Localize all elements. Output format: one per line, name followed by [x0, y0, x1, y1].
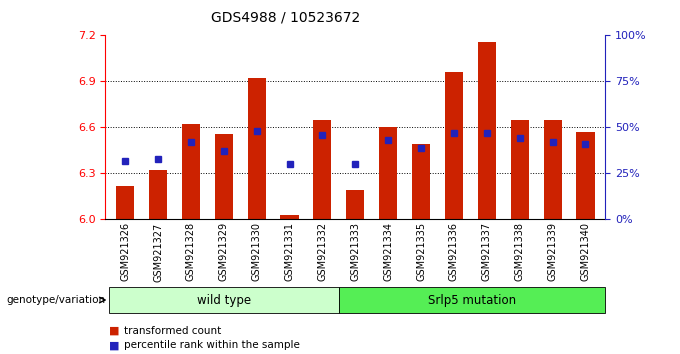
Text: GDS4988 / 10523672: GDS4988 / 10523672 [211, 11, 360, 25]
Text: genotype/variation: genotype/variation [7, 295, 106, 305]
Text: ■: ■ [109, 340, 119, 350]
Bar [116, 186, 134, 219]
Bar [215, 133, 233, 219]
Bar [445, 72, 463, 219]
Bar [379, 127, 397, 219]
Bar [313, 120, 331, 219]
Bar [182, 124, 200, 219]
Text: ■: ■ [109, 326, 119, 336]
Bar [511, 120, 529, 219]
Bar [478, 41, 496, 219]
Bar [248, 78, 266, 219]
Bar [346, 190, 364, 219]
Text: Srlp5 mutation: Srlp5 mutation [428, 293, 516, 307]
Text: transformed count: transformed count [124, 326, 221, 336]
Bar [412, 144, 430, 219]
Bar [280, 215, 299, 219]
Bar [149, 170, 167, 219]
Bar [577, 132, 594, 219]
Bar [543, 120, 562, 219]
Text: percentile rank within the sample: percentile rank within the sample [124, 340, 300, 350]
Text: wild type: wild type [197, 293, 251, 307]
